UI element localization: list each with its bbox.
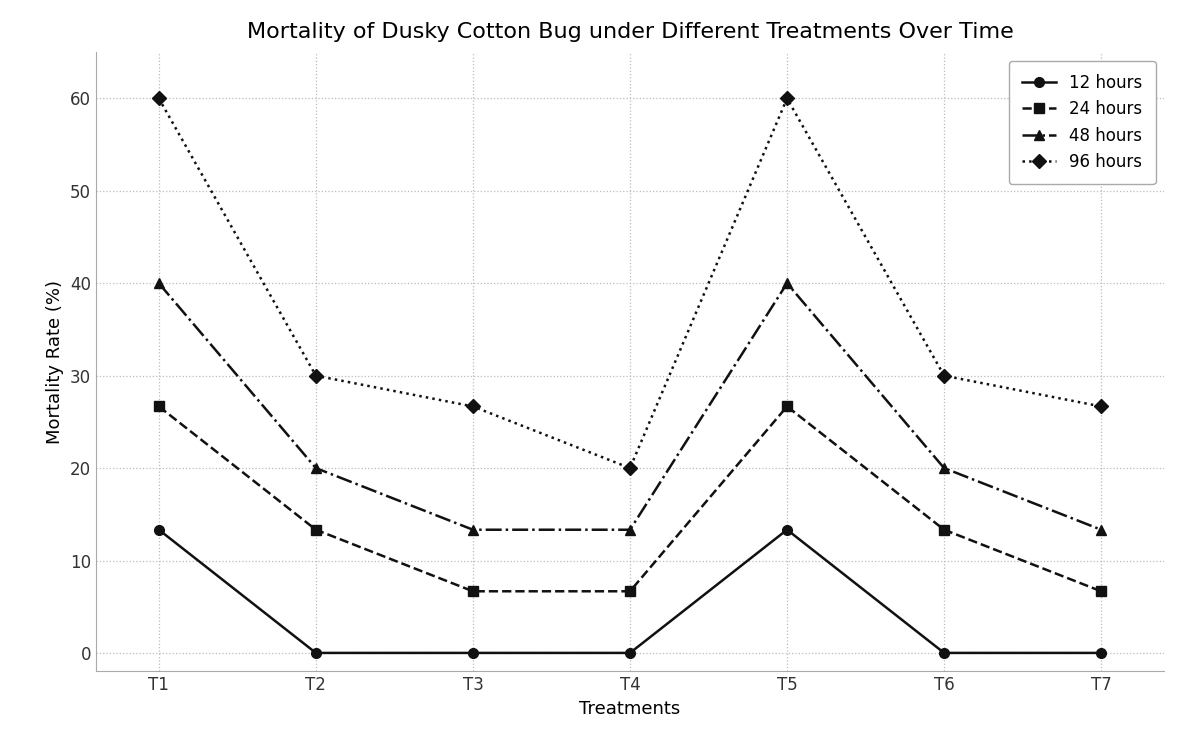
- 12 hours: [623, 648, 637, 657]
- Y-axis label: Mortality Rate (%): Mortality Rate (%): [47, 280, 65, 444]
- Line: 24 hours: 24 hours: [154, 401, 1106, 596]
- 24 hours: [466, 587, 480, 596]
- 96 hours: [151, 94, 166, 103]
- 24 hours: [623, 587, 637, 596]
- 12 hours: [937, 648, 952, 657]
- 96 hours: [1094, 402, 1109, 411]
- Line: 12 hours: 12 hours: [154, 525, 1106, 658]
- 48 hours: [1094, 525, 1109, 534]
- 96 hours: [308, 372, 323, 380]
- 48 hours: [623, 525, 637, 534]
- 48 hours: [937, 463, 952, 472]
- 48 hours: [466, 525, 480, 534]
- Line: 48 hours: 48 hours: [154, 278, 1106, 535]
- 96 hours: [780, 94, 794, 103]
- X-axis label: Treatments: Treatments: [580, 700, 680, 718]
- 24 hours: [780, 402, 794, 411]
- 12 hours: [1094, 648, 1109, 657]
- 24 hours: [151, 402, 166, 411]
- 24 hours: [937, 525, 952, 534]
- Title: Mortality of Dusky Cotton Bug under Different Treatments Over Time: Mortality of Dusky Cotton Bug under Diff…: [247, 22, 1013, 43]
- 24 hours: [1094, 587, 1109, 596]
- 48 hours: [780, 279, 794, 288]
- 12 hours: [308, 648, 323, 657]
- 12 hours: [151, 525, 166, 534]
- 96 hours: [937, 372, 952, 380]
- 12 hours: [466, 648, 480, 657]
- 96 hours: [623, 463, 637, 472]
- 96 hours: [466, 402, 480, 411]
- Line: 96 hours: 96 hours: [154, 93, 1106, 473]
- 48 hours: [151, 279, 166, 288]
- 24 hours: [308, 525, 323, 534]
- 12 hours: [780, 525, 794, 534]
- Legend: 12 hours, 24 hours, 48 hours, 96 hours: 12 hours, 24 hours, 48 hours, 96 hours: [1009, 60, 1156, 184]
- 48 hours: [308, 463, 323, 472]
